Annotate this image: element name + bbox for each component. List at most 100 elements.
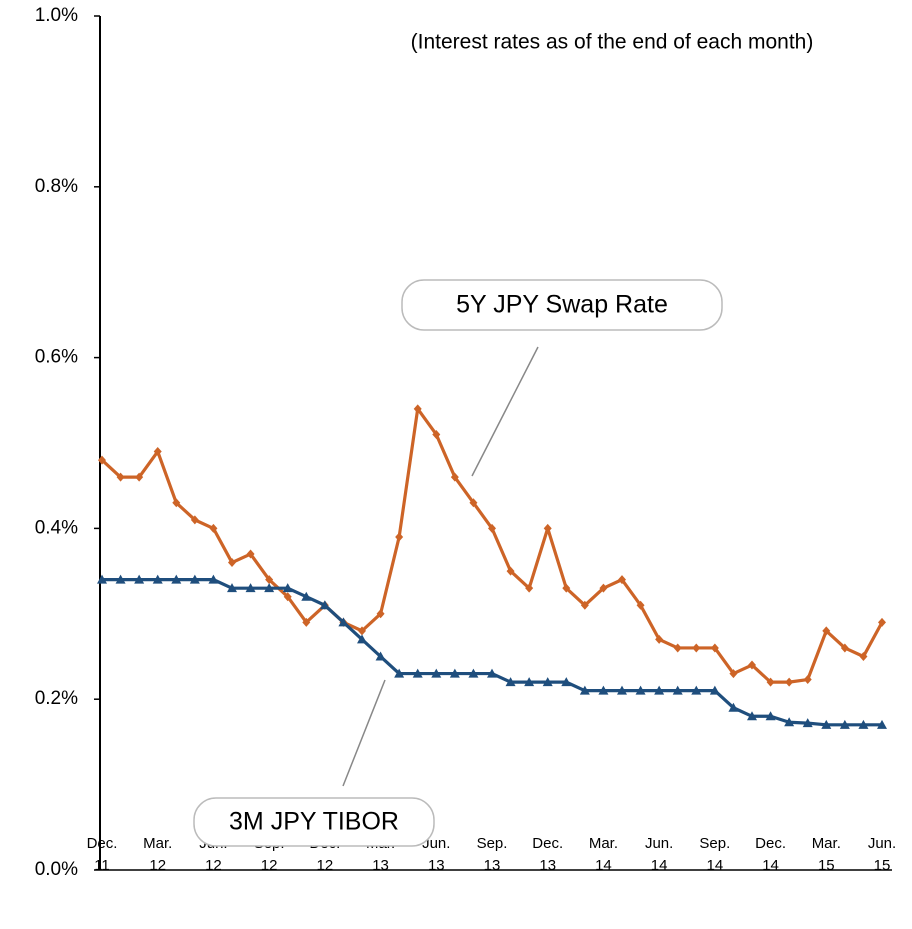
data-point — [171, 574, 182, 584]
data-point — [599, 583, 608, 593]
data-point — [822, 626, 831, 636]
data-point — [598, 685, 609, 695]
data-point — [729, 669, 738, 679]
y-tick-label: 0.4% — [35, 517, 78, 538]
data-point — [450, 472, 459, 482]
data-point — [505, 677, 516, 687]
data-point — [618, 575, 626, 585]
data-point — [878, 617, 886, 627]
data-point — [432, 429, 441, 439]
data-point — [673, 643, 682, 653]
series-line — [100, 407, 884, 684]
y-tick-label: 0.2% — [35, 688, 78, 709]
leader-line — [342, 679, 386, 787]
data-point — [506, 566, 515, 576]
data-point — [542, 677, 553, 687]
y-tick-label: 0.6% — [35, 347, 78, 368]
data-point — [190, 515, 199, 525]
x-tick-label: Dec. 13 — [532, 835, 563, 874]
data-point — [97, 574, 107, 584]
data-point — [821, 719, 832, 729]
data-point — [376, 609, 385, 619]
data-point — [579, 685, 590, 695]
data-point — [765, 711, 776, 721]
data-point — [469, 498, 478, 508]
data-point — [709, 685, 720, 695]
data-point — [357, 634, 367, 644]
data-point — [710, 643, 719, 653]
data-point — [877, 719, 887, 729]
data-point — [134, 574, 145, 584]
label-box — [193, 797, 435, 847]
data-point — [135, 472, 144, 482]
data-point — [172, 498, 181, 508]
data-point — [766, 677, 775, 687]
data-point — [116, 472, 125, 482]
data-point — [152, 574, 163, 584]
data-point — [412, 668, 423, 678]
data-point — [561, 677, 572, 687]
data-point — [358, 626, 366, 636]
data-point — [115, 574, 126, 584]
data-point — [264, 583, 275, 593]
data-point — [692, 643, 701, 653]
x-tick-label: Sep. 13 — [477, 835, 508, 874]
data-point — [803, 675, 812, 685]
leader-line — [471, 346, 539, 477]
data-point — [617, 685, 627, 695]
y-tick-label: 0.0% — [35, 859, 78, 880]
data-point — [301, 591, 312, 601]
y-tick-label: 1.0% — [35, 5, 78, 26]
data-point — [245, 583, 256, 593]
x-tick-label: Jun. 15 — [868, 835, 896, 874]
data-point — [431, 668, 442, 678]
data-point — [283, 592, 292, 602]
data-point — [728, 702, 739, 712]
data-point — [265, 575, 274, 585]
data-point — [840, 643, 849, 653]
data-point — [636, 600, 645, 610]
data-point — [375, 651, 386, 661]
data-point — [488, 523, 496, 533]
data-point — [227, 583, 237, 593]
data-point — [394, 668, 405, 678]
x-tick-label: Mar. 15 — [812, 835, 841, 874]
data-point — [524, 677, 535, 687]
data-point — [580, 600, 589, 610]
data-point — [319, 600, 330, 610]
data-point — [525, 583, 534, 593]
x-tick-label: Jun. 14 — [645, 835, 673, 874]
data-point — [784, 717, 795, 727]
data-point — [153, 447, 162, 457]
data-point — [654, 685, 665, 695]
x-tick-label: Dec. 11 — [87, 835, 118, 874]
data-point — [543, 523, 552, 533]
y-tick-label: 0.8% — [35, 176, 78, 197]
x-tick-label: Dec. 14 — [755, 835, 786, 874]
data-point — [635, 685, 646, 695]
data-point — [189, 574, 200, 584]
x-tick-label: Sep. 14 — [699, 835, 730, 874]
data-point — [691, 685, 702, 695]
data-point — [748, 660, 756, 670]
data-point — [859, 652, 868, 661]
data-point — [246, 549, 255, 559]
data-point — [785, 677, 794, 687]
data-point — [562, 583, 571, 593]
data-point — [655, 634, 664, 644]
chart-subtitle: (Interest rates as of the end of each mo… — [411, 31, 814, 54]
data-point — [282, 583, 293, 593]
data-point — [302, 617, 311, 627]
x-tick-label: Mar. 12 — [143, 835, 172, 874]
label-box — [401, 279, 723, 331]
data-point — [98, 455, 106, 465]
data-point — [449, 668, 460, 678]
data-point — [672, 685, 683, 695]
data-point — [208, 574, 219, 584]
x-tick-label: Mar. 14 — [589, 835, 618, 874]
data-point — [858, 719, 869, 729]
data-point — [802, 718, 813, 728]
series-label: 5Y JPY Swap Rate — [456, 291, 668, 319]
data-point — [413, 404, 422, 414]
data-point — [395, 532, 404, 542]
